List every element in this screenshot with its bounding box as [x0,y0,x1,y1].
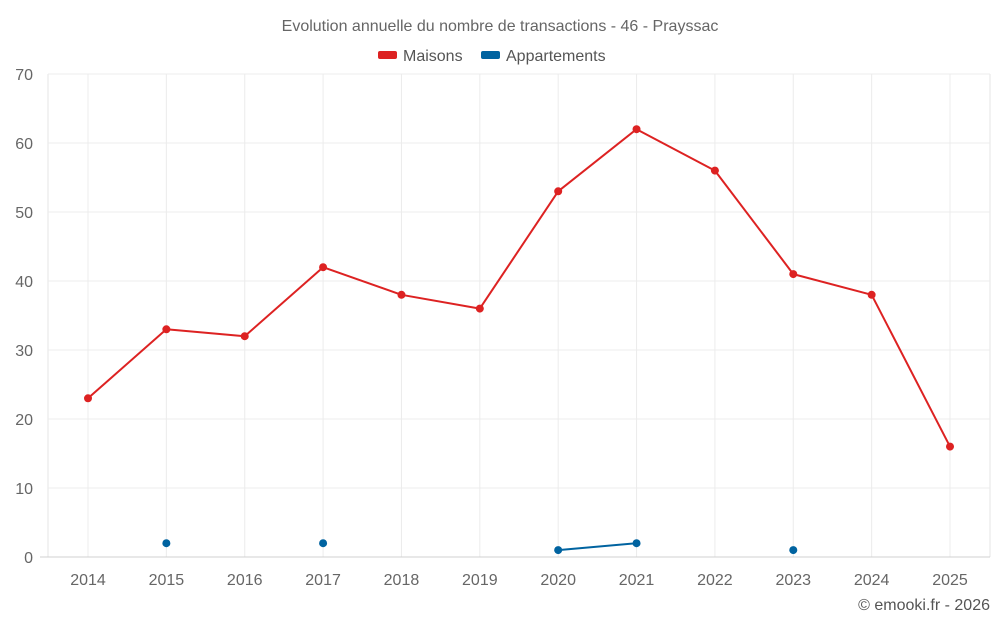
x-tick-label: 2018 [384,572,420,589]
x-tick-label: 2021 [619,572,655,589]
data-point [397,290,406,299]
data-point [162,539,171,548]
legend-swatch [481,51,500,59]
y-tick-label: 20 [15,412,33,429]
y-axis: 0 10 20 30 40 50 60 70 [15,67,990,567]
x-axis: 2014 2015 2016 2017 2018 2019 2020 2021 2022 2023… [70,572,968,589]
credit-text: © emooki.fr - 2026 [858,597,990,614]
data-point [319,539,328,548]
y-tick-label: 60 [15,136,33,153]
data-point [632,539,641,548]
data-point [946,442,954,451]
x-tick-label: 2024 [854,572,890,589]
legend-label: Maisons [403,48,463,65]
legend-swatch [378,51,397,59]
grid [47,73,991,557]
series-line-segment [870,294,951,448]
series-line-segment [557,128,638,193]
data-point [162,325,171,334]
data-point [240,332,249,341]
x-tick-label: 2016 [227,572,263,589]
data-point [632,125,641,134]
series-line-segment [636,128,716,172]
x-tick-label: 2025 [932,572,968,589]
chart-title: Evolution annuelle du nombre de transact… [282,18,719,35]
legend-label: Appartements [506,48,606,65]
data-point [789,270,798,279]
y-tick-label: 50 [15,205,33,222]
series-line-segment [322,266,402,296]
series-line-segment [478,190,560,310]
data-point [789,546,798,555]
x-tick-label: 2022 [697,572,733,589]
y-tick-label: 30 [15,343,33,360]
series-line-segment [401,293,480,310]
series [84,125,954,555]
series-line-segment [793,273,872,296]
series-line-segment [166,328,245,338]
data-point [554,187,563,196]
series-line-segment [244,266,324,337]
x-tick-label: 2015 [149,572,185,589]
data-point [319,263,328,272]
y-tick-label: 70 [15,67,33,84]
x-tick-label: 2014 [70,572,106,589]
x-tick-label: 2019 [462,572,498,589]
series-line-segment [558,542,637,552]
data-point [475,304,484,313]
data-point [554,546,563,555]
legend: Maisons Appartements [378,48,606,65]
y-tick-label: 0 [24,550,33,567]
series-appartements [162,539,798,555]
series-line-segment [87,328,168,400]
data-point [867,290,876,299]
series-line-segment [714,169,795,275]
series-maisons [84,125,954,451]
x-tick-label: 2017 [305,572,341,589]
y-tick-label: 10 [15,481,33,498]
data-point [710,166,719,175]
x-tick-label: 2020 [540,572,576,589]
y-tick-label: 40 [15,274,33,291]
data-point [84,394,92,403]
x-tick-label: 2023 [775,572,811,589]
